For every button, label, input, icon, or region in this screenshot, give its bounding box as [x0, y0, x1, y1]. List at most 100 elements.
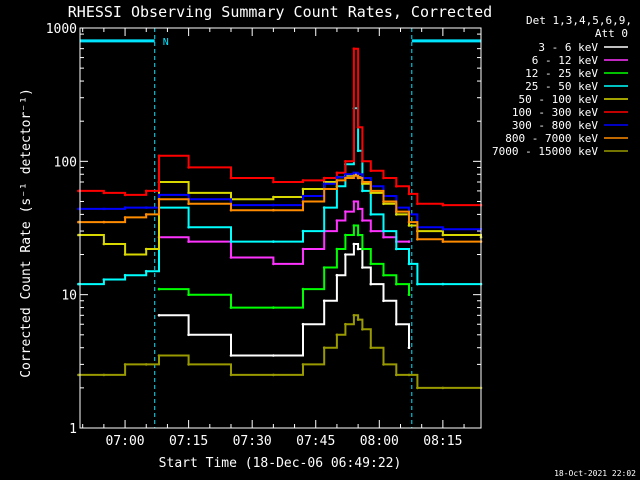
series-point [335, 333, 339, 337]
series-point [272, 262, 275, 266]
legend-label: 300 - 800 keV [512, 119, 598, 132]
series-point [407, 373, 411, 377]
series-point [369, 191, 373, 195]
series-point [407, 192, 411, 196]
series-point [157, 193, 161, 197]
y-tick-label: 10 [61, 289, 77, 304]
series-point [157, 354, 161, 357]
series-point [369, 262, 373, 266]
series-point [352, 314, 356, 317]
legend-label: 7000 - 15000 keV [492, 145, 598, 158]
series-point [344, 210, 347, 213]
series-point [77, 373, 80, 377]
series-point [356, 207, 360, 211]
legend-label: 50 - 100 keV [519, 93, 599, 106]
series-point [77, 189, 80, 193]
series-group [77, 47, 483, 390]
series-point [322, 266, 326, 269]
series-point [407, 220, 411, 224]
series-point [157, 287, 161, 291]
series-point [102, 220, 106, 224]
timestamp: 18-Oct-2021 22:02 [554, 469, 636, 478]
series-point [322, 299, 326, 303]
series-point [229, 208, 233, 212]
series-point [369, 169, 373, 172]
plot-area: 07:00 07:15 07:30 07:45 08:00 08:15 1 10 100 1000… [46, 22, 481, 449]
chart-title: RHESSI Observing Summary Count Rates, Co… [68, 3, 492, 21]
series-point [301, 287, 305, 291]
y-axis-label: Corrected Count Rate (s⁻¹ detector⁻¹) [19, 88, 34, 378]
series-point [123, 363, 127, 366]
y-tick-label: 1000 [46, 22, 77, 37]
series-point [344, 322, 347, 326]
series-point [272, 240, 275, 243]
series-point [369, 282, 373, 286]
series-point [441, 233, 445, 237]
series-point [407, 224, 411, 227]
series-point [157, 197, 161, 201]
series-point [352, 242, 356, 246]
series-point [352, 174, 356, 177]
series-point [102, 373, 106, 377]
series-point [416, 282, 419, 286]
series-point [144, 363, 148, 366]
x-tick-label: 08:15 [423, 434, 462, 449]
series-point [322, 182, 326, 185]
series-point [229, 240, 233, 243]
series-point [382, 200, 385, 203]
series-point [229, 306, 233, 309]
series-point [352, 47, 356, 50]
series-point [395, 373, 398, 377]
series-point [335, 179, 339, 182]
series-point [369, 213, 373, 216]
series-point [123, 216, 127, 219]
series-point [356, 247, 360, 251]
series-point [335, 175, 339, 179]
flag-label: N [163, 37, 169, 48]
series-point [395, 185, 398, 188]
series-line [78, 47, 481, 207]
series-point [301, 322, 305, 326]
series-point [102, 191, 106, 195]
series-line [159, 200, 409, 265]
series-point [322, 176, 326, 180]
series-point [123, 193, 127, 197]
series-point [77, 233, 80, 237]
series-point [322, 187, 326, 191]
series-point [144, 189, 148, 193]
series-point [144, 269, 148, 273]
series-point [144, 206, 148, 209]
series-point [416, 238, 419, 241]
legend-header-line-1: Det 1,3,4,5,6,9, [526, 14, 632, 27]
series-point [344, 160, 347, 163]
series-point [356, 126, 360, 129]
series-point [229, 176, 233, 180]
series-point [382, 363, 385, 366]
series-point [382, 235, 385, 239]
series-point [301, 179, 305, 182]
series-point [361, 266, 364, 269]
y-tick-label: 100 [54, 155, 77, 170]
series-point [369, 229, 373, 233]
x-tick-label: 07:00 [105, 434, 144, 449]
series-point [407, 346, 411, 350]
series-point [187, 363, 190, 366]
series-point [123, 273, 127, 277]
series-point [356, 176, 360, 180]
series-point [382, 176, 385, 180]
series-point [395, 247, 398, 251]
series-point [77, 207, 80, 211]
series-point [382, 273, 385, 277]
x-tick-label: 07:15 [169, 434, 208, 449]
series-point [272, 203, 275, 207]
legend-label: 12 - 25 keV [525, 67, 598, 80]
series-point [395, 322, 398, 326]
series-point [416, 386, 419, 390]
series-point [356, 233, 360, 237]
series-point [441, 203, 445, 207]
x-tick-label: 07:45 [296, 434, 335, 449]
series-point [335, 219, 339, 222]
series-point [272, 208, 275, 212]
series-point [395, 213, 398, 216]
